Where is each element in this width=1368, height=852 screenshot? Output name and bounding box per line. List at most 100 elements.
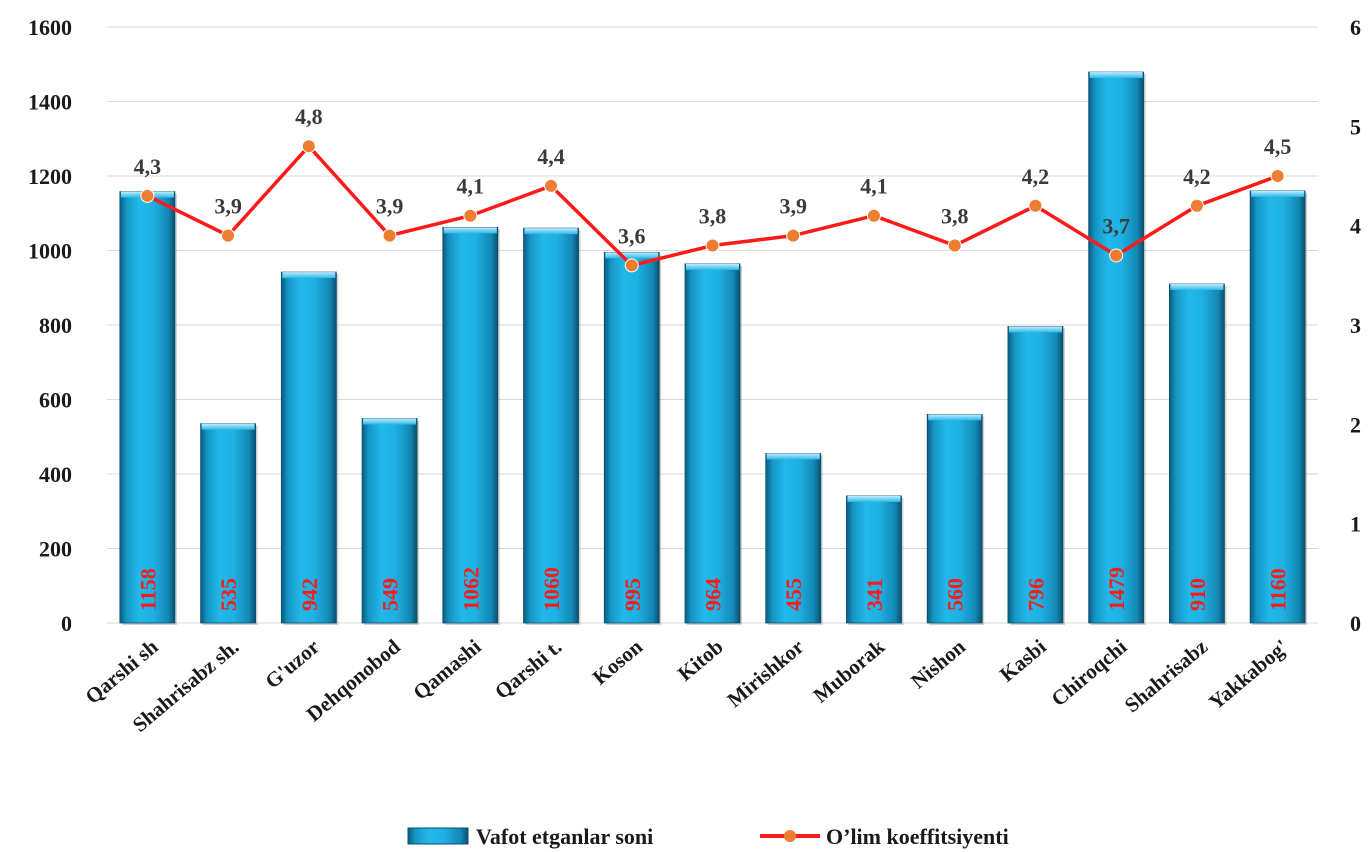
category-label: Chiroqchi [1047, 634, 1132, 711]
left-tick-label: 400 [39, 462, 72, 487]
bar: 535 [200, 423, 258, 625]
bar-value-label: 910 [1185, 578, 1210, 611]
bar: 341 [846, 495, 904, 625]
line-point-label: 3,8 [699, 204, 727, 229]
bar-value-label: 549 [378, 578, 403, 611]
category-label: Qarshi sh [81, 634, 163, 708]
line-point [947, 238, 962, 253]
bar-body [200, 423, 257, 624]
bar-value-label: 560 [943, 578, 968, 611]
line-point [463, 208, 478, 223]
line-point [544, 178, 559, 193]
bar-cap [928, 414, 982, 421]
line-point [1189, 198, 1204, 213]
bar-body [1169, 283, 1225, 624]
left-tick-label: 1000 [28, 239, 72, 264]
line-point-label: 3,7 [1102, 213, 1130, 238]
bar: 1062 [442, 227, 500, 625]
line-point-label: 3,9 [376, 194, 404, 219]
bar-body [1088, 71, 1145, 624]
bar: 1479 [1088, 71, 1146, 625]
category-label: Mirishkor [722, 634, 808, 712]
bar-cap [847, 495, 901, 502]
line-point [786, 228, 801, 243]
category-label: Kitob [673, 634, 728, 685]
line-point [1109, 248, 1124, 263]
left-tick-label: 1600 [28, 15, 72, 40]
left-tick-label: 1200 [28, 164, 72, 189]
bar-body [684, 263, 741, 624]
legend: Vafot etganlar soni O’lim koeffitsiyenti [407, 824, 1009, 849]
bar-cap [686, 263, 739, 270]
left-tick-label: 0 [61, 611, 72, 636]
bar-value-label: 1060 [539, 567, 564, 611]
legend-line-marker [784, 830, 796, 842]
line-point-label: 4,8 [295, 104, 323, 129]
legend-bar-swatch [407, 827, 469, 845]
bar-body [1007, 326, 1064, 624]
bar: 455 [765, 453, 823, 625]
bar-body [119, 191, 176, 624]
bar-body [442, 227, 499, 624]
category-label: Nishon [906, 634, 970, 693]
legend-item-line: O’lim koeffitsiyenti [760, 824, 1009, 849]
line-point-label: 3,9 [214, 194, 242, 219]
bar-value-label: 1158 [135, 568, 160, 611]
right-tick-label: 4 [1350, 214, 1361, 239]
bar-body [603, 251, 660, 624]
bar-body [765, 453, 822, 624]
bar: 560 [926, 413, 985, 625]
bar-value-label: 942 [297, 578, 322, 611]
bar-cap [1008, 326, 1062, 333]
line-point [140, 188, 155, 203]
line-point-label: 4,2 [1183, 164, 1211, 189]
legend-label-line: O’lim koeffitsiyenti [826, 824, 1009, 849]
bar-value-label: 1160 [1266, 568, 1291, 611]
bar-series: 1158 535 942 549 1062 1060 995 964 455 341 560 796 1… [119, 71, 1308, 626]
line-point [221, 228, 236, 243]
category-label: Kasbi [995, 634, 1051, 686]
left-y-axis: 0 200 400 600 800 1000 1200 1400 1600 [28, 15, 72, 636]
bar-body [926, 413, 983, 624]
line-point [382, 228, 397, 243]
line-point [705, 238, 720, 253]
bar-value-label: 964 [701, 578, 726, 611]
bar-cap [766, 453, 820, 460]
bar: 964 [684, 263, 742, 625]
bar-value-label: 455 [781, 578, 806, 611]
line-series: 4,3 3,9 4,8 3,9 4,1 4,4 3,6 3,8 3,9 4,1 3,8 4,2 3,7 4… [134, 104, 1292, 273]
bar-value-label: 995 [620, 578, 645, 611]
bar: 1060 [523, 227, 581, 625]
line-point-label: 4,5 [1264, 134, 1292, 159]
bar-body [1249, 190, 1306, 624]
category-label: Qarshi t. [490, 634, 566, 703]
legend-label-bars: Vafot etganlar soni [476, 824, 653, 849]
category-label: G'uzor [260, 634, 324, 693]
line-point [301, 139, 316, 154]
right-tick-label: 0 [1350, 611, 1361, 636]
category-label: Shahrisabz [1120, 634, 1212, 717]
bar: 549 [361, 418, 420, 625]
line-point-label: 4,4 [537, 144, 565, 169]
line-point-label: 3,9 [779, 194, 807, 219]
right-tick-label: 2 [1350, 412, 1361, 437]
bar-cap [1089, 72, 1143, 79]
right-tick-label: 3 [1350, 313, 1361, 338]
line-point-label: 4,1 [457, 174, 485, 199]
line-point-label: 3,8 [941, 204, 969, 229]
left-tick-label: 800 [39, 313, 72, 338]
left-tick-label: 200 [39, 537, 72, 562]
bar-value-label: 796 [1023, 578, 1048, 611]
bar-body [280, 271, 337, 624]
line-point-label: 4,2 [1022, 164, 1050, 189]
bar-cap [201, 423, 255, 430]
category-label: Muborak [808, 634, 889, 707]
bar-cap [524, 228, 578, 235]
line-point [1028, 198, 1043, 213]
line-point [1270, 169, 1285, 183]
bar: 995 [603, 251, 662, 626]
line-point [866, 208, 881, 223]
bar: 1160 [1249, 190, 1308, 625]
